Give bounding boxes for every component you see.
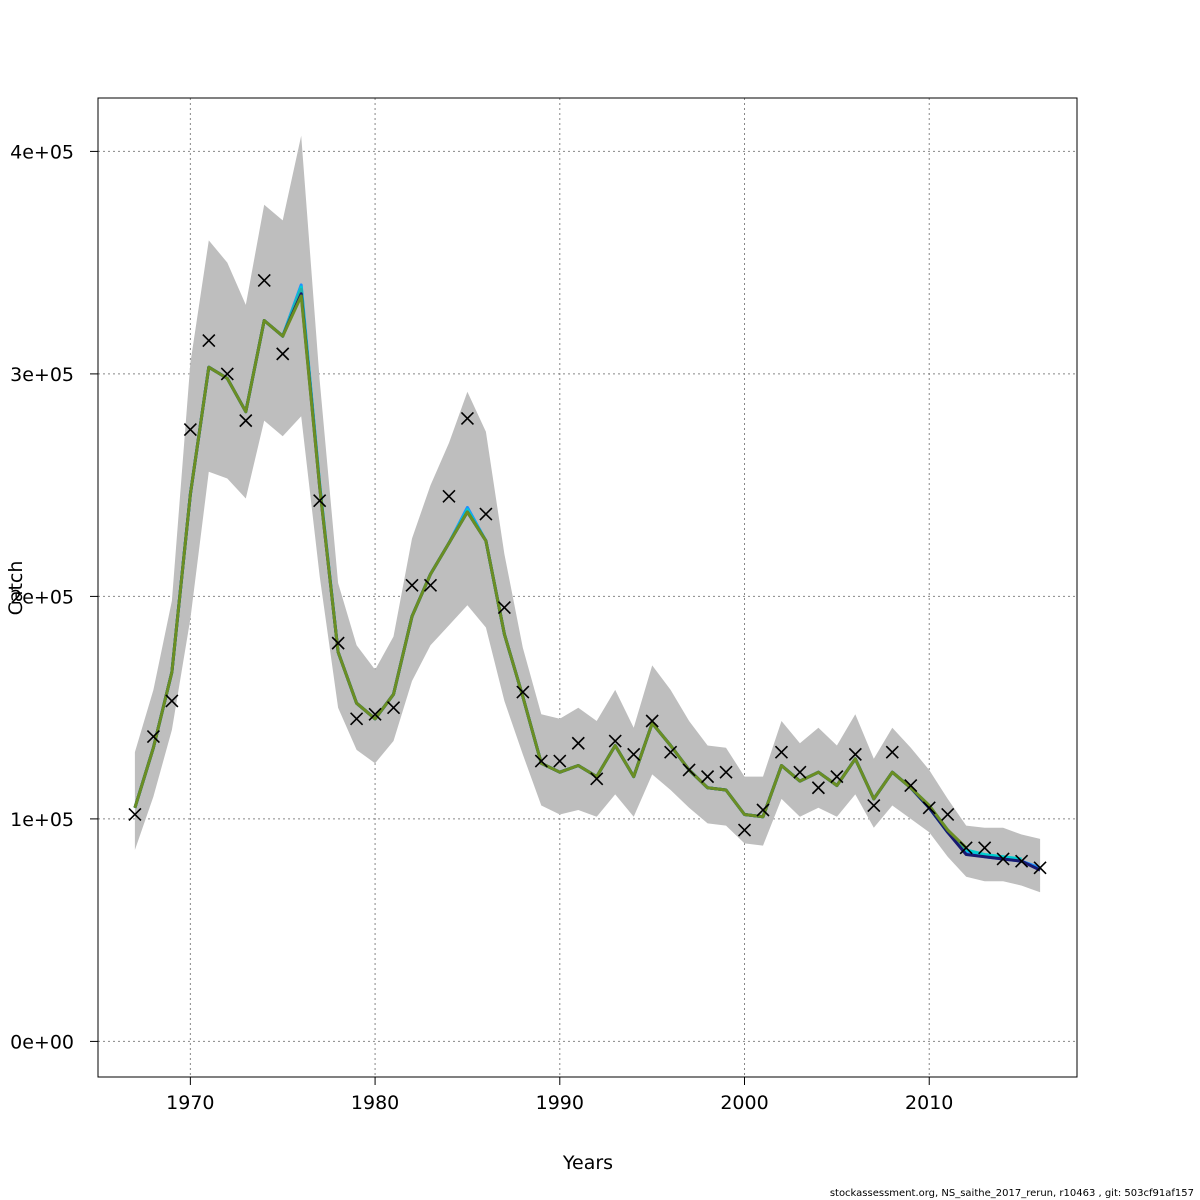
observation-marker bbox=[350, 712, 364, 726]
observation-marker bbox=[885, 745, 899, 759]
observation-marker bbox=[331, 636, 345, 650]
x-tick-label: 2000 bbox=[720, 1092, 768, 1114]
observation-marker bbox=[257, 273, 271, 288]
observation-marker bbox=[220, 367, 234, 381]
y-tick-label: 2e+05 bbox=[10, 586, 74, 608]
observation-marker bbox=[608, 734, 622, 748]
observation-marker bbox=[442, 489, 456, 503]
y-axis-title: Catch bbox=[5, 561, 27, 616]
observation-marker bbox=[571, 736, 585, 750]
observation-marker bbox=[239, 414, 253, 428]
observation-marker bbox=[996, 852, 1010, 866]
y-tick-label: 3e+05 bbox=[10, 364, 74, 386]
observation-marker bbox=[904, 778, 918, 793]
observation-marker bbox=[497, 600, 511, 615]
observation-marker bbox=[793, 765, 807, 779]
observation-marker bbox=[737, 823, 752, 837]
observation-marker bbox=[756, 803, 770, 817]
y-tick-label: 0e+00 bbox=[10, 1031, 74, 1053]
observation-marker bbox=[774, 745, 789, 759]
observation-marker bbox=[405, 578, 419, 592]
observation-marker bbox=[682, 763, 696, 777]
observation-marker bbox=[978, 841, 992, 855]
observation-marker bbox=[479, 507, 493, 521]
observation-marker bbox=[645, 714, 659, 728]
observation-marker bbox=[276, 347, 290, 361]
observation-marker bbox=[941, 807, 955, 822]
observation-marker bbox=[516, 685, 530, 699]
observation-marker bbox=[534, 754, 548, 768]
observation-marker bbox=[719, 765, 733, 779]
observation-marker bbox=[1033, 861, 1047, 875]
x-tick-label: 1990 bbox=[536, 1092, 584, 1114]
x-axis: 1970 1980 1990 2000 2010 bbox=[166, 1077, 953, 1114]
y-axis: 0e+00 1e+05 2e+05 3e+05 4e+05 bbox=[10, 141, 98, 1053]
observation-marker bbox=[146, 730, 160, 744]
observation-markers-layer bbox=[128, 273, 1047, 875]
x-tick-label: 2010 bbox=[905, 1092, 953, 1114]
series-lines-layer bbox=[133, 283, 1041, 872]
x-tick-label: 1980 bbox=[351, 1092, 399, 1114]
footer-note: stockassessment.org, NS_saithe_2017_reru… bbox=[830, 1188, 1194, 1199]
observation-marker bbox=[553, 754, 567, 768]
series-line-5 bbox=[133, 294, 968, 849]
observation-marker bbox=[1015, 854, 1029, 868]
x-axis-title: Years bbox=[562, 1152, 613, 1174]
observation-marker bbox=[701, 770, 715, 784]
observation-marker bbox=[830, 770, 844, 784]
observation-marker bbox=[183, 422, 197, 437]
x-tick-label: 1970 bbox=[166, 1092, 214, 1114]
observation-marker bbox=[368, 707, 382, 721]
observation-marker bbox=[922, 801, 936, 815]
confidence-band bbox=[134, 135, 1041, 893]
observation-marker bbox=[313, 494, 327, 508]
observation-marker bbox=[590, 772, 604, 786]
plot-frame bbox=[97, 97, 1078, 1078]
y-tick-label: 4e+05 bbox=[10, 141, 74, 163]
observation-marker bbox=[423, 578, 438, 592]
observation-marker bbox=[165, 694, 179, 708]
confidence-band-layer bbox=[134, 135, 1041, 893]
observation-marker bbox=[386, 701, 401, 715]
y-tick-label: 1e+05 bbox=[10, 809, 74, 831]
observation-marker bbox=[664, 745, 678, 759]
observation-marker bbox=[627, 747, 641, 761]
observation-marker bbox=[811, 781, 825, 795]
observation-marker bbox=[848, 747, 862, 761]
observation-marker bbox=[959, 841, 973, 855]
observation-marker bbox=[867, 798, 881, 813]
observation-marker bbox=[202, 333, 216, 348]
observation-marker bbox=[128, 807, 142, 822]
observation-marker bbox=[460, 411, 474, 425]
